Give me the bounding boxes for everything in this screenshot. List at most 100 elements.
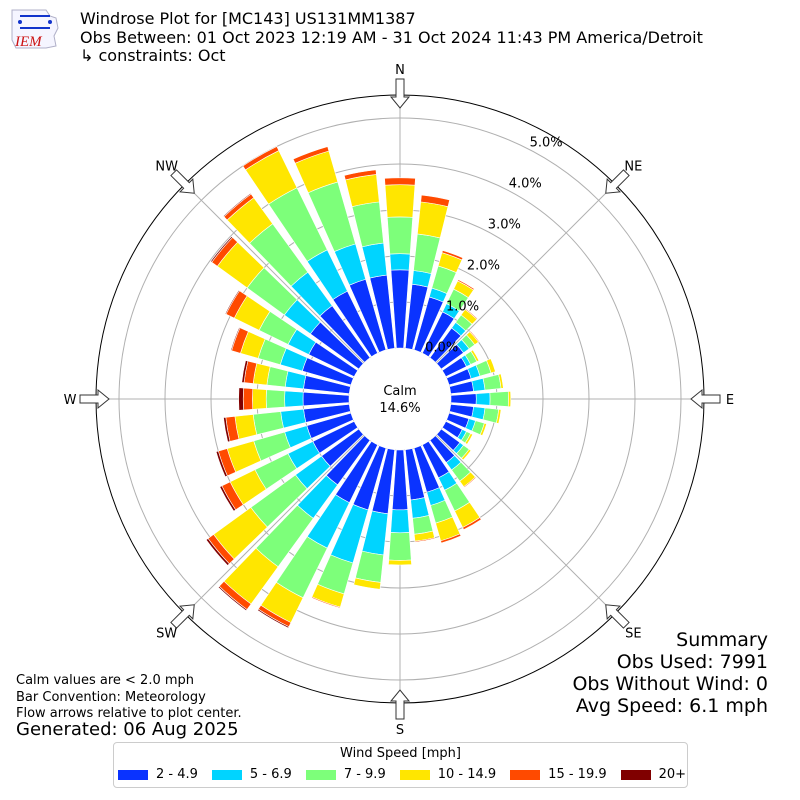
flow-arrow-icon [605, 604, 630, 629]
legend-swatch [399, 769, 430, 780]
windrose-bar-segment [210, 235, 234, 263]
flow-arrow-shape [79, 388, 110, 410]
windrose-bar-segment [386, 216, 414, 255]
direction-label: S [396, 723, 404, 738]
legend-item: 20+ [620, 767, 686, 782]
windrose-bar-segment [457, 279, 475, 291]
windrose-bar-segment [479, 422, 487, 437]
legend-item: 7 - 9.9 [305, 767, 386, 782]
windrose-bar-segment [284, 390, 304, 408]
svg-text:IEM: IEM [14, 34, 43, 50]
windrose-bar-segment [482, 407, 500, 424]
legend-label: 2 - 4.9 [156, 767, 198, 782]
windrose-bar-segment [252, 411, 284, 436]
windrose-bar-segment [471, 406, 486, 421]
windrose-bar-segment [222, 192, 252, 218]
windrose-bar-segment [345, 174, 380, 208]
bar-convention-note: Bar Convention: Meteorology [16, 690, 206, 705]
flow-arrow-shape [690, 388, 721, 410]
windrose-bar-segment [462, 517, 482, 530]
iem-logo-icon: IEM [11, 9, 59, 50]
summary-obs-used: Obs Used: 7991 [616, 651, 768, 673]
flow-arrows-note: Flow arrows relative to plot center. [16, 706, 242, 721]
radial-tick-label: 3.0% [488, 218, 521, 233]
legend-swatch [118, 769, 148, 780]
windrose-bar-segment [410, 497, 430, 519]
windrose-bar-segment [361, 242, 388, 279]
windrose-bar-segment [343, 169, 377, 181]
windrose-bar-segment [351, 201, 384, 248]
legend-swatch [305, 769, 336, 780]
windrose-bar-segment [470, 349, 480, 362]
windrose-bar-segment [215, 450, 228, 478]
flow-arrow-shape [605, 604, 630, 629]
windrose-bar-segment [242, 387, 254, 411]
windrose-bar-segment [441, 250, 464, 261]
windrose-bar-segment [223, 416, 231, 443]
legend-label: 7 - 9.9 [343, 767, 386, 782]
windrose-bar-segment [414, 537, 436, 543]
windrose-bar-segment [355, 550, 384, 583]
windrose-bar-segment [486, 358, 496, 374]
legend-item: 15 - 19.9 [510, 767, 607, 782]
flow-arrow-shape [605, 169, 630, 194]
flow-arrow-icon [389, 689, 411, 720]
calm-disk [349, 348, 451, 450]
windrose-bar-segment [280, 408, 307, 429]
windrose-bar-segment [482, 374, 502, 391]
calm-percent: 14.6% [379, 401, 420, 416]
direction-label: SW [156, 626, 177, 641]
flow-arrow-shape [389, 689, 411, 720]
windrose-bar-segment [389, 253, 411, 271]
flow-arrow-shape [170, 604, 195, 629]
windrose-bar-segment [417, 201, 449, 239]
windrose-bar-segment [292, 146, 330, 164]
windrose-bar-segment [495, 409, 502, 424]
windrose-bar-segment [507, 390, 512, 408]
windrose-bar-segment [469, 330, 480, 343]
windrose-bar-segment [242, 146, 280, 171]
chart-constraints: ↳ constraints: Oct [80, 46, 226, 65]
flow-arrow-icon [690, 388, 721, 410]
windrose-bar-segment [353, 577, 382, 590]
windrose-bar-segment [388, 559, 412, 566]
flow-arrow-icon [605, 169, 630, 194]
windrose-bar-segment [266, 366, 289, 388]
windrose-bar-segment [440, 533, 462, 544]
direction-label: N [395, 63, 405, 78]
radial-tick-label: 1.0% [446, 300, 479, 315]
grid-spoke [184, 434, 365, 615]
calm-note: Calm values are < 2.0 mph [16, 673, 195, 688]
summary-avg-speed: Avg Speed: 6.1 mph [575, 695, 768, 717]
windrose-bar-segment [219, 485, 237, 512]
legend-label: 5 - 6.9 [249, 767, 292, 782]
legend-label: 10 - 14.9 [437, 767, 497, 782]
windrose-bar-segment [205, 538, 230, 566]
windrose-bar-segment [230, 326, 241, 352]
legend: Wind Speed [mph] 2 - 4.9 5 - 6.9 7 - 9.9 10… [113, 742, 688, 788]
legend-items: 2 - 4.9 5 - 6.9 7 - 9.9 10 - 14.9 15 - 19.9 2… [118, 767, 686, 782]
legend-item: 10 - 14.9 [399, 767, 497, 782]
legend-label: 15 - 19.9 [548, 767, 607, 782]
calm-label: Calm [383, 384, 416, 399]
flow-arrow-shape [389, 78, 411, 109]
flow-arrow-icon [170, 604, 195, 629]
flow-arrow-shape [170, 169, 195, 194]
legend-item: 2 - 4.9 [118, 767, 198, 782]
windrose-bar-segment [265, 389, 286, 409]
legend-swatch [510, 769, 541, 780]
direction-label: W [64, 393, 77, 408]
direction-label: NE [624, 160, 642, 175]
radial-tick-label: 5.0% [530, 136, 563, 151]
generated-date: Generated: 06 Aug 2025 [16, 719, 239, 740]
windrose-bar-segment [390, 509, 410, 534]
windrose-bar-segment [498, 373, 504, 389]
direction-label: E [726, 393, 734, 408]
windrose-bar-segment [384, 184, 416, 218]
windrose-bar-segment [302, 391, 350, 407]
grid-spoke [184, 183, 365, 364]
windrose-bar-segment [284, 370, 307, 390]
windrose-bar-segment [464, 308, 479, 320]
windrose-bar-segment [252, 388, 267, 410]
